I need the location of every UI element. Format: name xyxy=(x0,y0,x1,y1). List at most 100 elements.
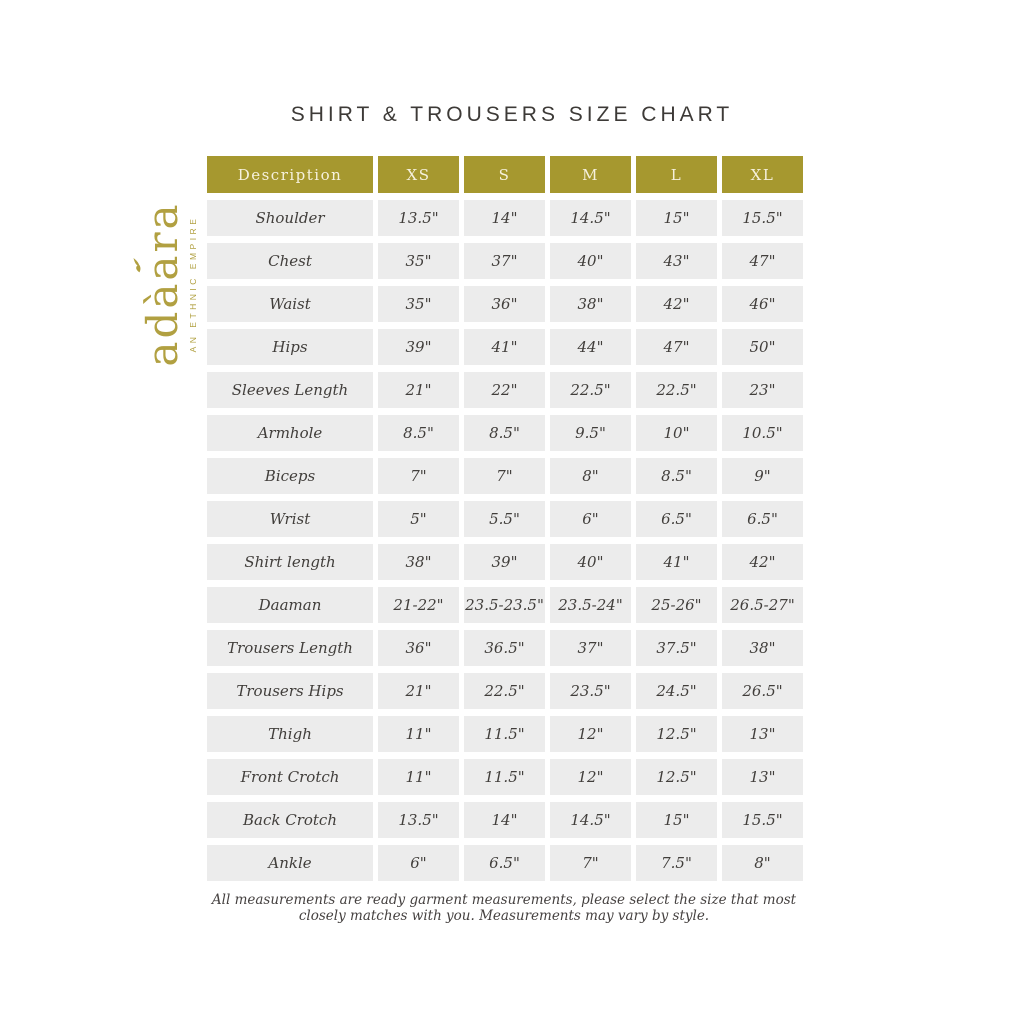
value-cell: 40" xyxy=(550,243,631,279)
value-cell: 38" xyxy=(722,630,803,666)
value-cell: 11" xyxy=(378,759,459,795)
value-cell: 15" xyxy=(636,200,717,236)
row-label-cell: Shirt length xyxy=(207,544,373,580)
value-cell: 13.5" xyxy=(378,200,459,236)
size-table: Description XS S M L XL Shoulder 13.5" 14" 14.5" 1… xyxy=(207,156,803,881)
value-cell: 22" xyxy=(464,372,545,408)
value-cell: 23" xyxy=(722,372,803,408)
header-cell-size-m: M xyxy=(550,156,631,193)
value-cell: 26.5" xyxy=(722,673,803,709)
value-cell: 22.5" xyxy=(550,372,631,408)
value-cell: 13" xyxy=(722,759,803,795)
footer-note: All measurements are ready garment measu… xyxy=(0,892,1008,925)
value-cell: 7.5" xyxy=(636,845,717,881)
value-cell: 6" xyxy=(378,845,459,881)
value-cell: 5.5" xyxy=(464,501,545,537)
value-cell: 9" xyxy=(722,458,803,494)
value-cell: 22.5" xyxy=(464,673,545,709)
value-cell: 21" xyxy=(378,372,459,408)
value-cell: 13.5" xyxy=(378,802,459,838)
brand-logo: adàara AN ETHNIC EMPIRE xyxy=(133,174,205,394)
value-cell: 37.5" xyxy=(636,630,717,666)
footer-note-line1: All measurements are ready garment measu… xyxy=(211,892,797,908)
value-cell: 23.5" xyxy=(550,673,631,709)
value-cell: 15.5" xyxy=(722,200,803,236)
value-cell: 12.5" xyxy=(636,759,717,795)
row-label-cell: Biceps xyxy=(207,458,373,494)
value-cell: 12" xyxy=(550,759,631,795)
value-cell: 8" xyxy=(722,845,803,881)
value-cell: 38" xyxy=(378,544,459,580)
header-cell-size-xs: XS xyxy=(378,156,459,193)
value-cell: 42" xyxy=(722,544,803,580)
value-cell: 47" xyxy=(722,243,803,279)
row-label-cell: Daaman xyxy=(207,587,373,623)
value-cell: 10.5" xyxy=(722,415,803,451)
value-cell: 14.5" xyxy=(550,802,631,838)
value-cell: 8.5" xyxy=(378,415,459,451)
value-cell: 40" xyxy=(550,544,631,580)
value-cell: 12.5" xyxy=(636,716,717,752)
value-cell: 14.5" xyxy=(550,200,631,236)
value-cell: 5" xyxy=(378,501,459,537)
row-label-cell: Trousers Hips xyxy=(207,673,373,709)
value-cell: 11.5" xyxy=(464,716,545,752)
value-cell: 38" xyxy=(550,286,631,322)
row-label-cell: Back Crotch xyxy=(207,802,373,838)
value-cell: 14" xyxy=(464,802,545,838)
value-cell: 8" xyxy=(550,458,631,494)
value-cell: 23.5-24" xyxy=(550,587,631,623)
value-cell: 6" xyxy=(550,501,631,537)
value-cell: 24.5" xyxy=(636,673,717,709)
row-label-cell: Chest xyxy=(207,243,373,279)
value-cell: 35" xyxy=(378,243,459,279)
value-cell: 37" xyxy=(550,630,631,666)
value-cell: 21-22" xyxy=(378,587,459,623)
header-cell-size-xl: XL xyxy=(722,156,803,193)
bird-icon xyxy=(133,257,141,272)
brand-tagline: AN ETHNIC EMPIRE xyxy=(188,215,198,353)
value-cell: 15.5" xyxy=(722,802,803,838)
value-cell: 8.5" xyxy=(636,458,717,494)
page-title: SHIRT & TROUSERS SIZE CHART xyxy=(290,103,734,126)
value-cell: 11.5" xyxy=(464,759,545,795)
header-cell-size-s: S xyxy=(464,156,545,193)
value-cell: 21" xyxy=(378,673,459,709)
brand-name: adàara xyxy=(133,201,187,367)
value-cell: 26.5-27" xyxy=(722,587,803,623)
value-cell: 46" xyxy=(722,286,803,322)
value-cell: 14" xyxy=(464,200,545,236)
value-cell: 7" xyxy=(550,845,631,881)
value-cell: 7" xyxy=(378,458,459,494)
row-label-cell: Armhole xyxy=(207,415,373,451)
row-label-cell: Trousers Length xyxy=(207,630,373,666)
value-cell: 10" xyxy=(636,415,717,451)
value-cell: 35" xyxy=(378,286,459,322)
header-cell-size-l: L xyxy=(636,156,717,193)
value-cell: 50" xyxy=(722,329,803,365)
value-cell: 25-26" xyxy=(636,587,717,623)
row-label-cell: Waist xyxy=(207,286,373,322)
value-cell: 36.5" xyxy=(464,630,545,666)
row-label-cell: Shoulder xyxy=(207,200,373,236)
value-cell: 41" xyxy=(464,329,545,365)
value-cell: 6.5" xyxy=(636,501,717,537)
value-cell: 12" xyxy=(550,716,631,752)
footer-note-line2: closely matches with you. Measurements m… xyxy=(298,907,710,924)
value-cell: 6.5" xyxy=(722,501,803,537)
value-cell: 23.5-23.5" xyxy=(464,587,545,623)
row-label-cell: Sleeves Length xyxy=(207,372,373,408)
value-cell: 47" xyxy=(636,329,717,365)
value-cell: 8.5" xyxy=(464,415,545,451)
row-label-cell: Ankle xyxy=(207,845,373,881)
value-cell: 6.5" xyxy=(464,845,545,881)
value-cell: 22.5" xyxy=(636,372,717,408)
value-cell: 36" xyxy=(464,286,545,322)
header-cell-description: Description xyxy=(207,156,373,193)
value-cell: 39" xyxy=(378,329,459,365)
row-label-cell: Hips xyxy=(207,329,373,365)
value-cell: 37" xyxy=(464,243,545,279)
value-cell: 41" xyxy=(636,544,717,580)
value-cell: 13" xyxy=(722,716,803,752)
value-cell: 36" xyxy=(378,630,459,666)
